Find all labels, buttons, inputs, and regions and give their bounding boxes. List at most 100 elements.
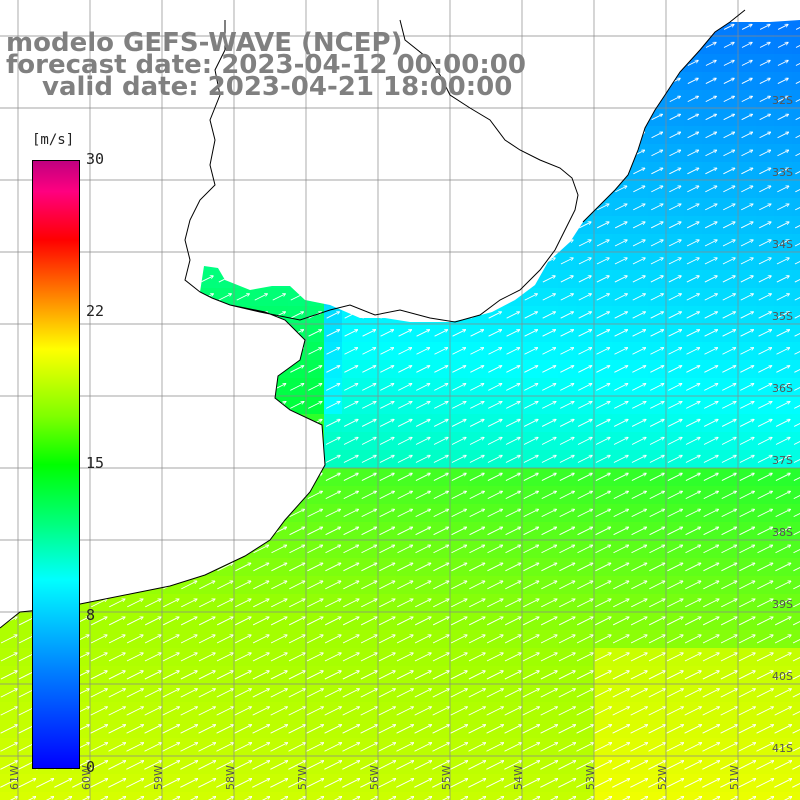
wind-arrow — [542, 348, 555, 355]
wind-arrow — [651, 168, 662, 175]
wind-arrow — [741, 132, 753, 139]
wind-arrow — [777, 186, 788, 193]
wind-arrow — [614, 294, 627, 301]
wind-arrow — [759, 25, 770, 30]
wind-arrow — [776, 276, 789, 283]
lon-label: 57W — [296, 765, 309, 790]
wind-arrow — [794, 311, 800, 319]
wind-arrow — [650, 240, 663, 247]
wind-arrow — [578, 330, 592, 337]
wind-arrow — [759, 204, 771, 211]
wind-arrow — [668, 240, 681, 247]
wind-arrow — [668, 312, 682, 319]
wind-arrow — [506, 348, 519, 355]
wind-arrow — [723, 132, 735, 139]
speed-cell — [558, 792, 576, 800]
wind-arrow — [777, 78, 788, 84]
wind-arrow — [686, 294, 699, 301]
wind-arrow — [777, 96, 789, 103]
wind-arrow — [362, 330, 376, 337]
wind-arrow — [488, 348, 501, 355]
wind-arrow — [651, 114, 663, 121]
wind-arrow — [596, 294, 609, 301]
speed-cell — [144, 792, 162, 800]
wind-arrow — [434, 384, 447, 391]
wind-arrow — [344, 384, 357, 391]
colorbar-tick-0: 0 — [86, 758, 96, 776]
lat-label: 37S — [772, 454, 793, 467]
wind-arrow — [650, 366, 663, 373]
colorbar — [32, 160, 80, 769]
lat-label: 39S — [772, 598, 793, 611]
wind-arrow — [723, 204, 735, 211]
wind-arrow — [632, 330, 646, 337]
wind-arrow — [705, 204, 717, 211]
speed-cell — [774, 792, 792, 800]
lat-label: 38S — [772, 526, 793, 539]
wind-arrow — [794, 365, 800, 373]
wind-arrow — [704, 258, 717, 265]
wind-arrow — [669, 114, 681, 121]
wind-arrow — [758, 348, 771, 355]
wind-arrow — [794, 239, 800, 247]
wind-arrow — [488, 366, 501, 373]
wind-arrow — [434, 330, 448, 337]
speed-cell — [306, 792, 324, 800]
wind-arrow — [776, 330, 790, 337]
wind-arrow — [344, 348, 357, 355]
wind-arrow — [704, 330, 718, 337]
wind-arrow — [669, 186, 680, 193]
wind-arrow — [776, 222, 789, 229]
wind-arrow — [686, 366, 699, 373]
wind-arrow — [759, 96, 771, 103]
wind-arrow — [560, 312, 574, 319]
lat-label: 35S — [772, 310, 793, 323]
wind-arrow — [434, 348, 447, 355]
wind-arrow — [758, 276, 771, 283]
wind-arrow — [398, 330, 412, 337]
speed-cell — [630, 792, 648, 800]
wind-arrow — [470, 330, 484, 337]
wind-arrow — [452, 348, 465, 355]
wind-arrow — [723, 168, 734, 175]
wind-arrow — [651, 132, 663, 139]
wind-arrow — [326, 330, 340, 337]
wind-arrow — [560, 384, 573, 391]
wind-arrow — [705, 150, 716, 157]
wind-arrow — [506, 366, 519, 373]
wind-arrow — [759, 78, 770, 84]
wind-arrow — [596, 258, 609, 265]
wind-arrow — [416, 366, 429, 373]
speed-cell — [792, 432, 800, 450]
speed-cell — [108, 792, 126, 800]
speed-cell — [792, 234, 800, 252]
wind-arrow — [705, 114, 717, 121]
wind-arrow — [633, 168, 644, 175]
wind-arrow — [650, 330, 664, 337]
wind-arrow — [741, 43, 752, 48]
wind-arrow — [741, 114, 753, 121]
speed-cell — [792, 792, 800, 800]
wind-arrow — [506, 384, 519, 391]
wind-arrow — [614, 366, 627, 373]
wind-arrow — [687, 132, 699, 139]
speed-cell — [792, 738, 800, 756]
wind-arrow — [758, 312, 772, 319]
wind-arrow — [776, 294, 789, 301]
wind-arrow — [777, 114, 789, 121]
wind-arrow — [380, 384, 393, 391]
wind-arrow — [794, 257, 800, 265]
wind-arrow — [560, 366, 573, 373]
wind-arrow — [452, 366, 465, 373]
wind-arrow — [704, 366, 717, 373]
speed-cell — [0, 792, 18, 800]
wind-arrow — [290, 402, 304, 409]
wind-arrow — [794, 329, 800, 337]
wind-arrow — [236, 294, 249, 301]
wind-arrow — [290, 366, 303, 373]
speed-cell — [792, 396, 800, 414]
wind-arrow — [741, 204, 753, 211]
wind-arrow — [776, 258, 789, 265]
wind-arrow — [218, 294, 231, 301]
wind-arrow — [290, 384, 303, 391]
